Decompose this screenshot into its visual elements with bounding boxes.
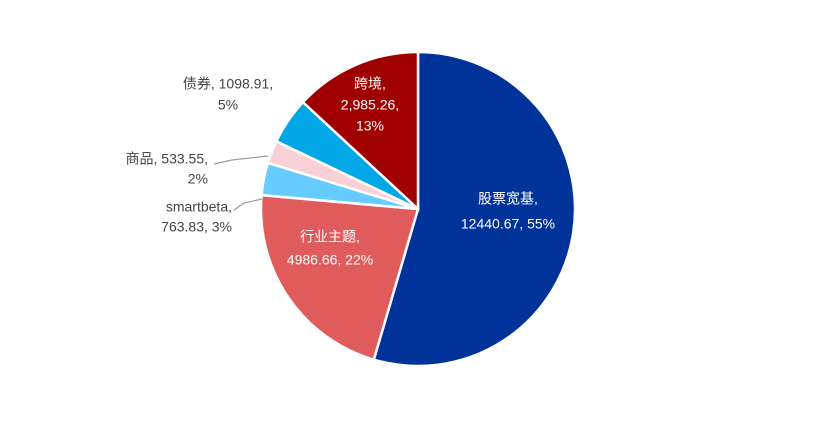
slice-label: 债券, 1098.91,	[183, 76, 273, 92]
leader-line	[213, 155, 269, 165]
slice-label: 763.83, 3%	[161, 219, 232, 235]
slice-label: 股票宽基,	[478, 191, 538, 207]
pie-slice	[259, 193, 420, 362]
slice-label: 12440.67, 55%	[461, 216, 555, 232]
slice-label: 5%	[218, 97, 238, 113]
slice-label: 2%	[188, 171, 208, 187]
pie-slice	[372, 50, 577, 368]
slice-label: 13%	[356, 118, 384, 134]
slice-label: 2,985.26,	[341, 97, 399, 113]
slice-label: 4986.66, 22%	[287, 252, 373, 268]
slice-label: 行业主题,	[300, 229, 360, 245]
leader-line	[233, 198, 263, 211]
slice-label: 跨境,	[354, 76, 386, 92]
pie-slice	[301, 50, 420, 212]
slice-label: smartbeta,	[166, 199, 232, 215]
slice-label: 商品, 533.55,	[126, 151, 209, 167]
